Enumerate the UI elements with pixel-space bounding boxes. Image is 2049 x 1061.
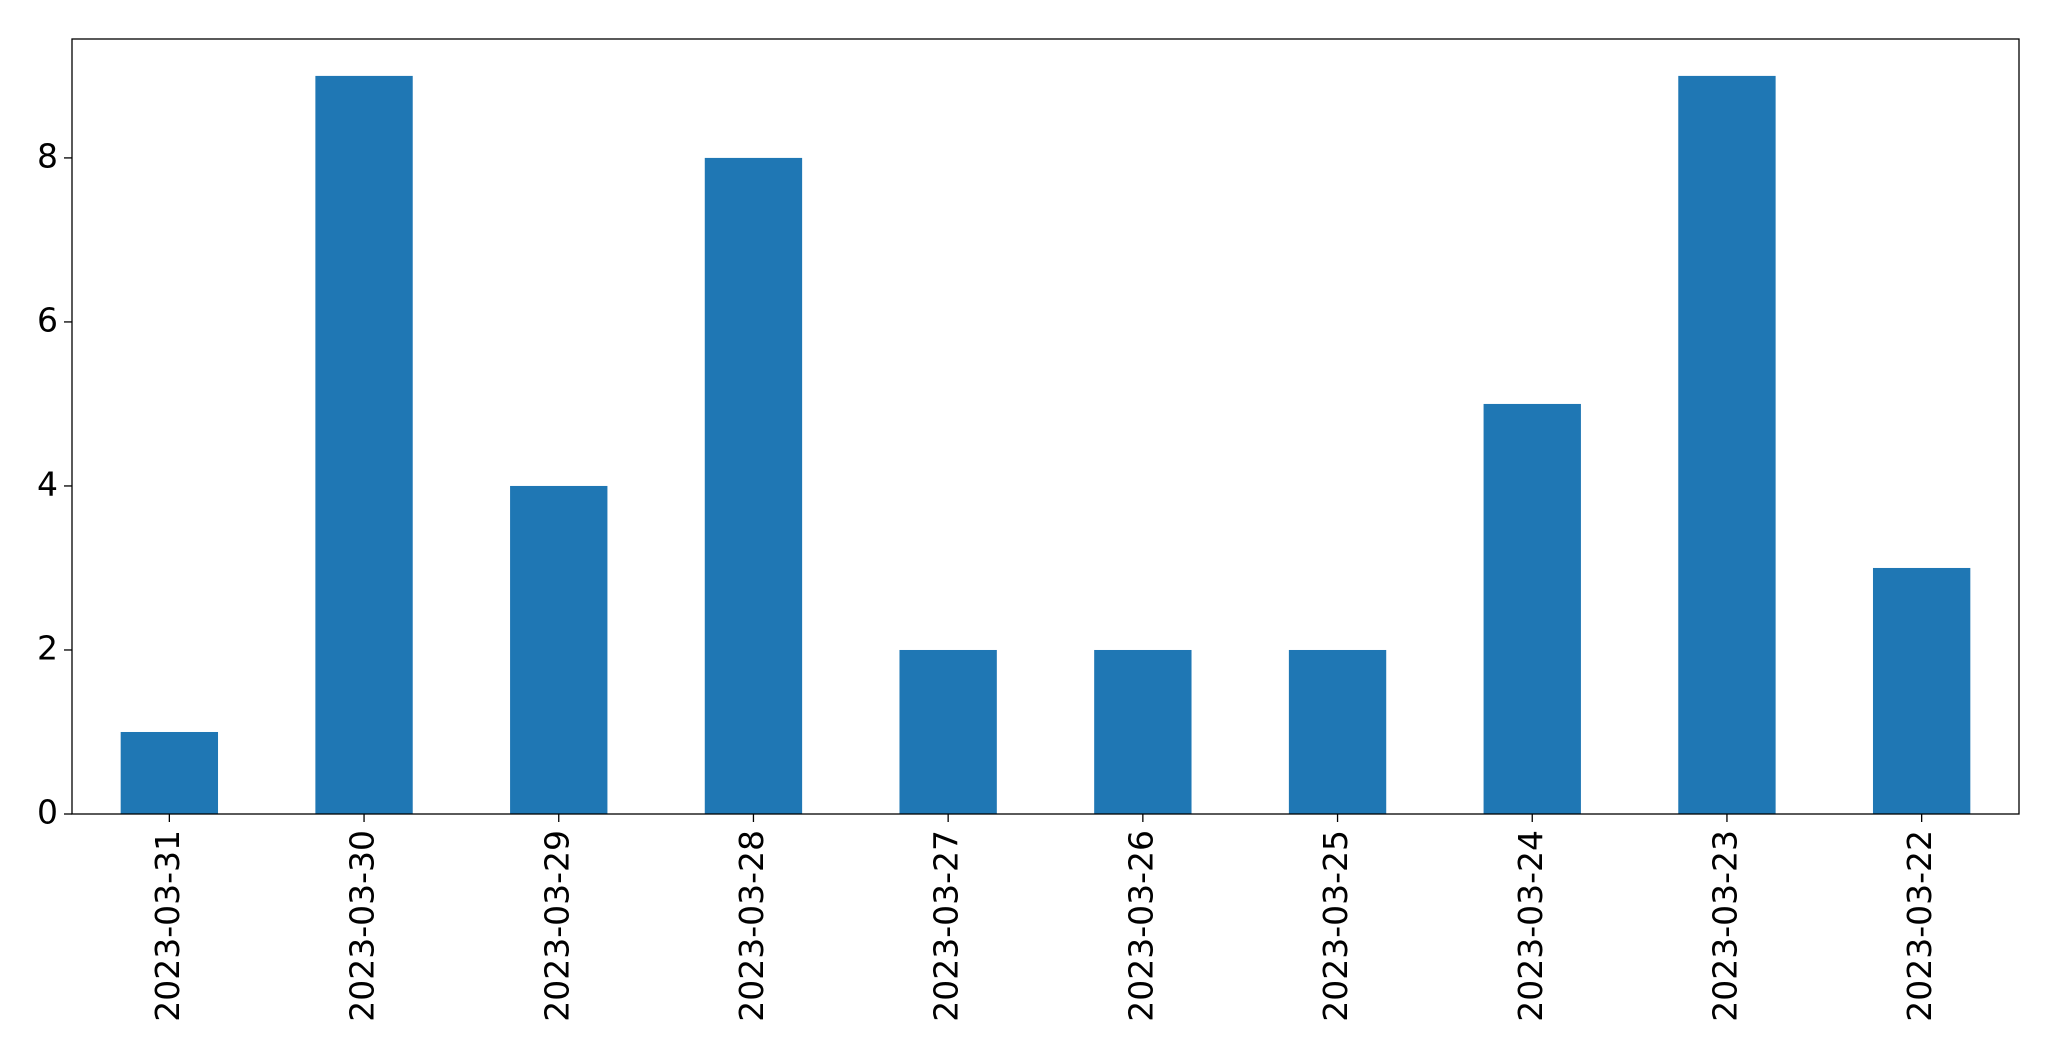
x-tick-label: 2023-03-27 <box>927 830 966 1022</box>
y-tick-label: 2 <box>37 628 58 667</box>
x-tick-label: 2023-03-30 <box>343 830 382 1022</box>
x-tick-label: 2023-03-26 <box>1121 830 1160 1022</box>
bar <box>1288 649 1387 814</box>
y-tick-label: 0 <box>37 793 58 832</box>
x-tick-label: 2023-03-23 <box>1705 830 1744 1022</box>
bar <box>1678 75 1776 814</box>
x-tick-label: 2023-03-31 <box>148 830 187 1022</box>
x-tick-label: 2023-03-25 <box>1316 830 1355 1022</box>
bar <box>704 157 803 814</box>
bar <box>899 649 997 814</box>
bar <box>1094 649 1192 814</box>
bar <box>1872 567 1971 814</box>
bar <box>1483 403 1581 814</box>
y-tick-label: 4 <box>37 464 58 503</box>
x-tick-label: 2023-03-22 <box>1900 830 1939 1022</box>
x-tick-label: 2023-03-24 <box>1511 830 1550 1022</box>
bar <box>315 75 413 814</box>
plot-frame <box>71 38 2020 815</box>
bar <box>510 485 608 814</box>
bar <box>120 731 219 814</box>
y-tick-label: 6 <box>37 300 58 339</box>
x-tick-label: 2023-03-29 <box>537 830 576 1022</box>
x-tick-label: 2023-03-28 <box>732 830 771 1022</box>
y-tick-label: 8 <box>37 136 58 175</box>
